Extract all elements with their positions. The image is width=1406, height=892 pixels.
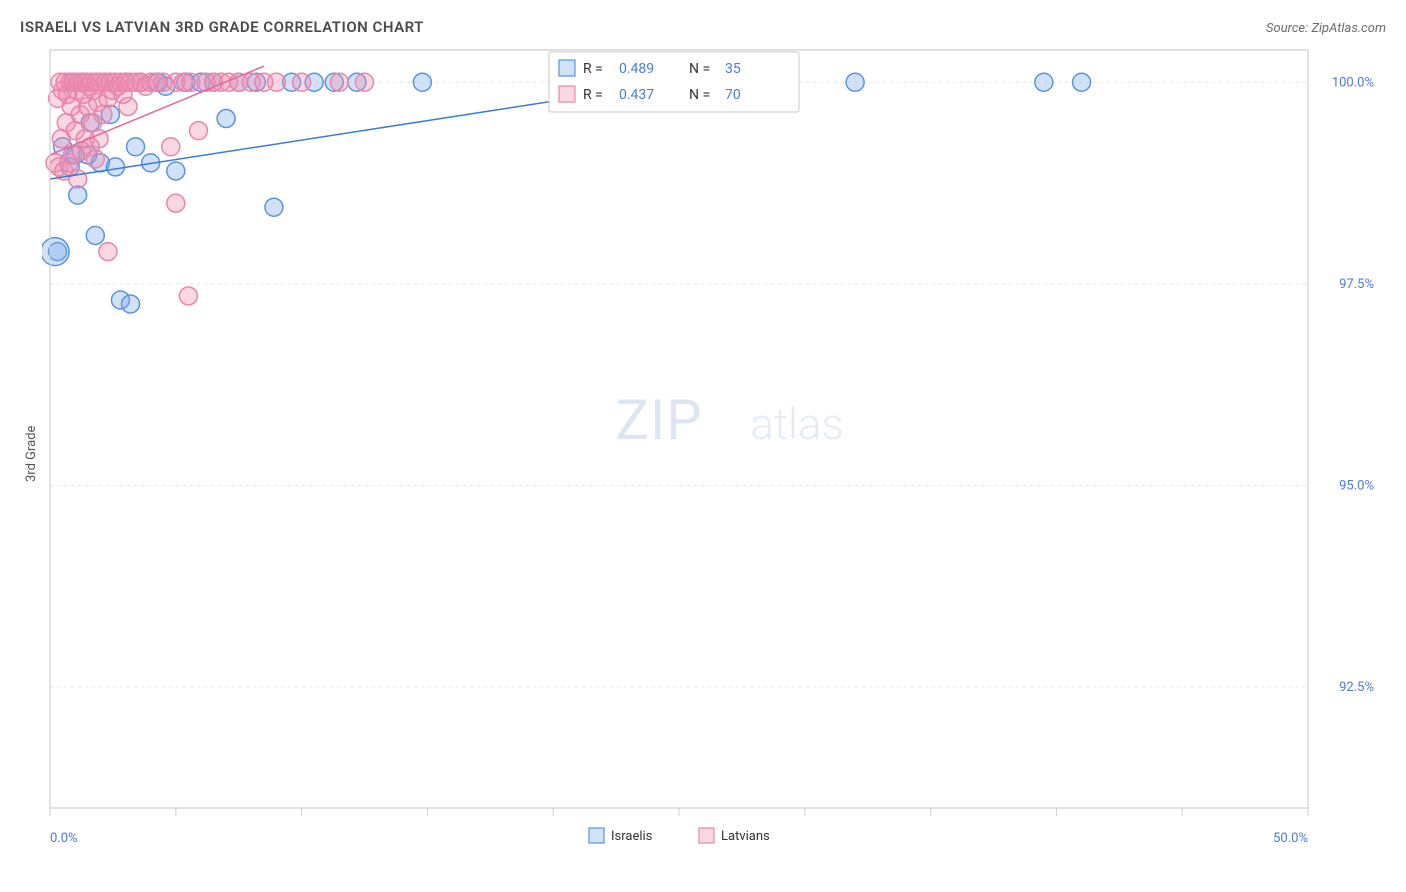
- x-tick-label: 50.0%: [1273, 831, 1308, 846]
- legend-swatch: [589, 828, 604, 843]
- legend-swatch: [699, 828, 714, 843]
- data-point: [162, 138, 180, 156]
- data-point: [86, 226, 104, 244]
- data-point: [179, 287, 197, 305]
- y-axis-label: 3rd Grade: [20, 44, 42, 864]
- data-point: [69, 170, 87, 188]
- data-point: [106, 158, 124, 176]
- data-point: [356, 73, 374, 91]
- data-point: [99, 243, 117, 261]
- chart-title: ISRAELI VS LATVIAN 3RD GRADE CORRELATION…: [20, 18, 424, 36]
- data-point: [265, 198, 283, 216]
- legend-swatch: [559, 86, 575, 102]
- legend-r-label: R =: [583, 87, 603, 103]
- source-prefix: Source:: [1266, 21, 1311, 36]
- y-tick-label: 92.5%: [1339, 680, 1374, 695]
- data-point: [94, 106, 112, 124]
- legend-r-value: 0.437: [619, 87, 654, 103]
- data-point: [127, 138, 145, 156]
- source-label: Source: ZipAtlas.com: [1266, 21, 1386, 36]
- data-point: [189, 122, 207, 140]
- legend-n-label: N =: [689, 61, 710, 77]
- legend-swatch: [559, 60, 575, 76]
- legend-n-label: N =: [689, 87, 710, 103]
- data-point: [293, 73, 311, 91]
- data-point: [1073, 73, 1091, 91]
- y-tick-label: 100.0%: [1332, 75, 1374, 90]
- data-point: [42, 238, 69, 266]
- legend-n-value: 35: [725, 61, 741, 77]
- data-point: [217, 110, 235, 128]
- x-tick-label: 0.0%: [50, 831, 78, 846]
- legend-r-label: R =: [583, 61, 603, 77]
- watermark-atlas: atlas: [750, 398, 844, 450]
- data-point: [122, 295, 140, 313]
- y-tick-label: 97.5%: [1339, 277, 1374, 292]
- data-point: [119, 97, 137, 115]
- data-point: [86, 150, 104, 168]
- source-name: ZipAtlas.com: [1311, 21, 1386, 36]
- data-point: [69, 186, 87, 204]
- data-point: [167, 162, 185, 180]
- data-point: [1035, 73, 1053, 91]
- legend-r-value: 0.489: [619, 61, 654, 77]
- data-point: [267, 73, 285, 91]
- y-tick-label: 95.0%: [1339, 478, 1374, 493]
- legend-series-label: Israelis: [611, 829, 653, 844]
- data-point: [330, 73, 348, 91]
- scatter-plot: ZIP atlas 0.0% 50.0% 92.5% 95.0% 97.5% 100.0% R …: [42, 44, 1386, 864]
- data-point: [167, 194, 185, 212]
- watermark-zip: ZIP: [615, 387, 702, 453]
- data-point: [413, 73, 431, 91]
- data-point: [846, 73, 864, 91]
- legend-series-label: Latvians: [721, 829, 770, 844]
- legend-n-value: 70: [725, 87, 741, 103]
